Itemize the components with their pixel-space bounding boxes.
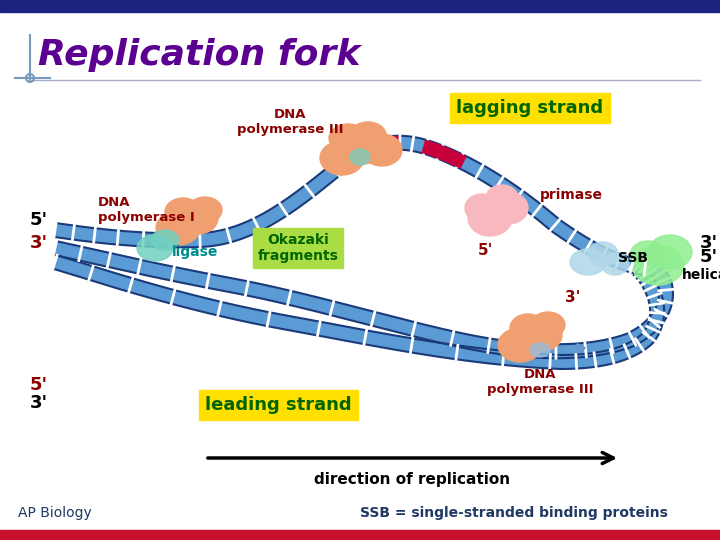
Text: 3': 3' bbox=[30, 394, 48, 412]
Text: 5': 5' bbox=[30, 211, 48, 229]
Ellipse shape bbox=[350, 149, 370, 165]
Text: SSB = single-stranded binding proteins: SSB = single-stranded binding proteins bbox=[360, 506, 668, 520]
Ellipse shape bbox=[530, 343, 550, 357]
Ellipse shape bbox=[510, 314, 546, 342]
Text: 5': 5' bbox=[30, 376, 48, 394]
Polygon shape bbox=[54, 136, 646, 275]
Ellipse shape bbox=[156, 211, 200, 245]
Text: 5': 5' bbox=[478, 243, 493, 258]
Text: AP Biology: AP Biology bbox=[18, 506, 91, 520]
Text: direction of replication: direction of replication bbox=[314, 472, 510, 487]
Ellipse shape bbox=[468, 200, 512, 236]
Text: 5': 5' bbox=[700, 248, 718, 266]
Ellipse shape bbox=[570, 249, 606, 275]
Ellipse shape bbox=[137, 235, 173, 261]
Ellipse shape bbox=[362, 134, 402, 166]
Ellipse shape bbox=[630, 241, 666, 269]
Polygon shape bbox=[346, 136, 400, 163]
Ellipse shape bbox=[601, 253, 629, 275]
Text: ligase: ligase bbox=[172, 245, 218, 259]
Ellipse shape bbox=[329, 124, 367, 152]
Text: primase: primase bbox=[540, 188, 603, 202]
Ellipse shape bbox=[488, 192, 528, 224]
Ellipse shape bbox=[588, 242, 618, 266]
Ellipse shape bbox=[165, 198, 201, 226]
Ellipse shape bbox=[320, 141, 364, 175]
Text: lagging strand: lagging strand bbox=[456, 99, 603, 117]
Text: leading strand: leading strand bbox=[205, 396, 351, 414]
Ellipse shape bbox=[522, 319, 562, 351]
Ellipse shape bbox=[350, 122, 386, 148]
Polygon shape bbox=[421, 139, 467, 169]
Ellipse shape bbox=[498, 328, 542, 362]
Bar bbox=[0, 530, 720, 540]
Text: DNA
polymerase I: DNA polymerase I bbox=[98, 196, 194, 224]
Ellipse shape bbox=[486, 185, 518, 211]
Ellipse shape bbox=[465, 194, 499, 222]
Bar bbox=[0, 0, 720, 12]
Text: Okazaki
fragments: Okazaki fragments bbox=[258, 233, 338, 263]
Text: DNA
polymerase III: DNA polymerase III bbox=[487, 368, 593, 396]
Ellipse shape bbox=[188, 197, 222, 223]
Ellipse shape bbox=[343, 132, 383, 164]
Ellipse shape bbox=[178, 202, 218, 234]
Text: DNA
polymerase III: DNA polymerase III bbox=[237, 108, 343, 136]
Text: 3': 3' bbox=[565, 290, 580, 305]
Polygon shape bbox=[53, 241, 673, 358]
Ellipse shape bbox=[648, 235, 692, 269]
Polygon shape bbox=[53, 255, 664, 369]
Ellipse shape bbox=[531, 312, 565, 338]
Text: SSB: SSB bbox=[618, 251, 648, 265]
Ellipse shape bbox=[151, 230, 179, 250]
Text: 3': 3' bbox=[700, 234, 718, 252]
Text: 3': 3' bbox=[30, 234, 48, 252]
Ellipse shape bbox=[632, 245, 684, 285]
Text: helicase: helicase bbox=[682, 268, 720, 282]
Text: Replication fork: Replication fork bbox=[38, 38, 361, 72]
